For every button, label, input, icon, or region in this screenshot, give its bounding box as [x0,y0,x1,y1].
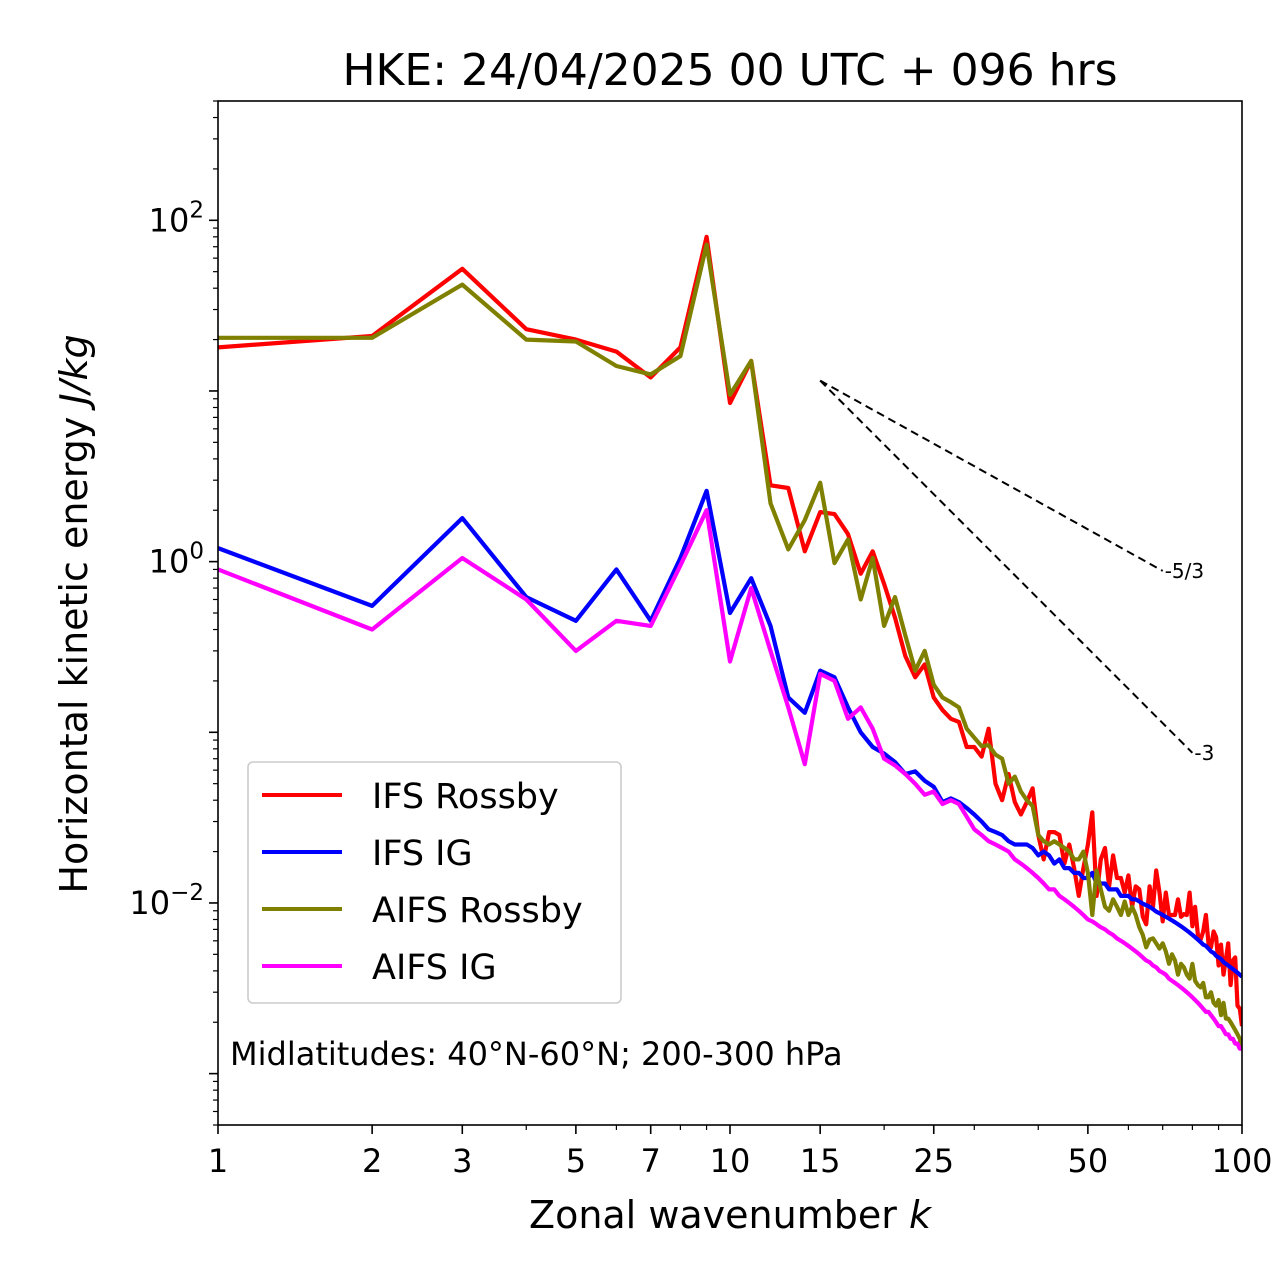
reference-slope-line [819,379,1194,754]
y-axis-label-text: Horizontal kinetic energy [52,417,96,894]
chart-title: HKE: 24/04/2025 00 UTC + 096 hrs [342,45,1117,96]
x-tick-label: 100 [1211,1142,1272,1180]
legend-label-ifs-rossby: IFS Rossby [372,777,559,817]
y-tick-label: 10−2 [129,880,204,922]
x-tick-label: 25 [913,1142,954,1180]
reference-slopes: -5/3 -3 [819,379,1214,765]
x-tick-label: 2 [362,1142,382,1180]
series-lines [218,234,1242,1051]
reference-slope-label: -5/3 [1165,559,1204,583]
x-tick-label: 3 [452,1142,472,1180]
x-tick-label: 15 [800,1142,841,1180]
y-axis-ticks: 102 100 10−2 [129,100,218,1126]
legend-label-ifs-ig: IFS IG [372,834,473,874]
plot-frame [217,100,1243,1126]
y-tick-label: 102 [149,197,204,239]
legend: IFS Rossby IFS IG AIFS Rossby AIFS IG [247,761,622,1004]
x-tick-label: 50 [1068,1142,1109,1180]
y-axis-label: Horizontal kinetic energy J/kg [52,334,96,893]
reference-slope-label: -3 [1194,741,1214,765]
x-axis-label: Zonal wavenumber k [529,1193,933,1237]
series-line-aifs-rossby [218,242,1242,1050]
y-axis-label-unit: J/kg [52,334,96,411]
x-tick-label: 7 [641,1142,661,1180]
legend-box [247,761,622,1004]
series-line-aifs-ig [218,508,1242,1051]
x-tick-label: 1 [208,1142,228,1180]
legend-label-aifs-rossby: AIFS Rossby [372,891,583,931]
x-tick-label: 10 [710,1142,751,1180]
x-axis-label-var: k [909,1193,933,1237]
reference-slope-line [819,379,1164,572]
region-annotation: Midlatitudes: 40°N-60°N; 200-300 hPa [230,1035,843,1073]
legend-label-aifs-ig: AIFS IG [372,948,497,988]
y-tick-label: 100 [149,539,204,581]
series-line-ifs-rossby [218,234,1242,1027]
x-axis-ticks: 1 2 3 5 7 10 15 25 50 100 [208,1125,1273,1180]
x-tick-label: 5 [566,1142,586,1180]
x-axis-label-text: Zonal wavenumber [529,1193,897,1237]
